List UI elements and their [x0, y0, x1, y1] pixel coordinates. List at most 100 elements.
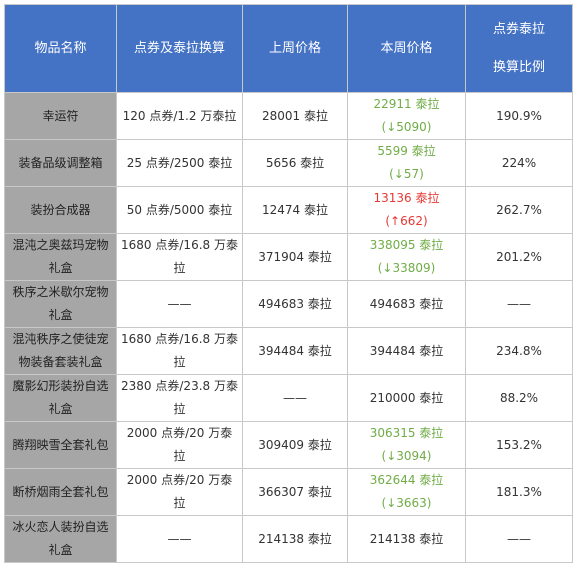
this-week-price: 338095 泰拉: [369, 238, 444, 252]
last-week-price: 5656 泰拉: [265, 155, 325, 170]
table-row: 装扮合成器 50 点券/5000 泰拉 12474 泰拉 13136 泰拉 (↑662)…: [4, 186, 573, 234]
table-row: 幸运符 120 点券/1.2 万泰拉 28001 泰拉 22911 泰拉 (↓5090)…: [4, 92, 573, 140]
exchange-ratio: 181.3%: [496, 484, 542, 499]
last-week-price-cell: 5656 泰拉: [242, 139, 348, 187]
this-week-price-cell: 5599 泰拉 (↓57): [347, 139, 466, 187]
item-name-cell: 秩序之米歇尔宠物 礼盒: [4, 280, 117, 328]
price-change: (↓33809): [377, 261, 436, 275]
price-change: (↓57): [389, 167, 424, 181]
conversion-cell: 50 点券/5000 泰拉: [116, 186, 243, 234]
header-last-week-price: 上周价格: [242, 4, 348, 93]
last-week-price: 12474 泰拉: [262, 202, 328, 217]
this-week-price-cell: 13136 泰拉 (↑662): [347, 186, 466, 234]
exchange-ratio-cell: 88.2%: [465, 374, 573, 422]
last-week-price-cell: 371904 泰拉: [242, 233, 348, 281]
item-name: 冰火恋人装扮自选: [12, 520, 109, 534]
exchange-ratio-cell: 201.2%: [465, 233, 573, 281]
last-week-price-cell: 309409 泰拉: [242, 421, 348, 469]
this-week-price-cell: 306315 泰拉 (↓3094): [347, 421, 466, 469]
this-week-price-cell: 22911 泰拉 (↓5090): [347, 92, 466, 140]
conversion-value: ——: [167, 531, 192, 546]
last-week-price-cell: 494683 泰拉: [242, 280, 348, 328]
item-name: 混沌秩序之使徒宠: [12, 332, 109, 346]
item-name-cont: 礼盒: [48, 402, 73, 416]
conversion-cell: ——: [116, 515, 243, 563]
item-name: 魔影幻形装扮自选: [12, 379, 109, 393]
exchange-ratio: 234.8%: [496, 343, 542, 358]
conversion-value: 1680 点券/16.8 万泰: [121, 332, 238, 346]
conversion-cell: 1680 点券/16.8 万泰拉: [116, 233, 243, 281]
item-name: 装备品级调整箱: [18, 155, 103, 170]
exchange-ratio-cell: 190.9%: [465, 92, 573, 140]
table-row: 腾翔映雪全套礼包 2000 点券/20 万泰拉 309409 泰拉 306315 泰拉…: [4, 421, 573, 469]
this-week-price: 306315 泰拉: [369, 426, 444, 440]
conversion-value: 1680 点券/16.8 万泰: [121, 238, 238, 252]
exchange-ratio-cell: 153.2%: [465, 421, 573, 469]
exchange-ratio-cell: 181.3%: [465, 468, 573, 516]
item-name: 秩序之米歇尔宠物: [12, 285, 109, 299]
conversion-value: 120 点券/1.2 万泰拉: [122, 108, 237, 123]
table-row: 冰火恋人装扮自选 礼盒 —— 214138 泰拉 214138 泰拉 ——: [4, 515, 573, 563]
item-name: 断桥烟雨全套礼包: [12, 484, 109, 499]
item-name-cell: 装扮合成器: [4, 186, 117, 234]
exchange-ratio: 262.7%: [496, 202, 542, 217]
last-week-price-cell: ——: [242, 374, 348, 422]
table-header-row: 物品名称 点券及泰拉换算 上周价格 本周价格 点券泰拉 换算比例: [4, 4, 573, 93]
last-week-price: 371904 泰拉: [258, 249, 332, 264]
conversion-cell: ——: [116, 280, 243, 328]
item-name-cont: 礼盒: [48, 261, 73, 275]
this-week-price: 394484 泰拉: [369, 343, 444, 358]
conversion-value-cont: 拉: [173, 402, 186, 416]
header-item-name: 物品名称: [4, 4, 117, 93]
item-name-cell: 魔影幻形装扮自选 礼盒: [4, 374, 117, 422]
this-week-price-cell: 214138 泰拉: [347, 515, 466, 563]
item-name-cell: 腾翔映雪全套礼包: [4, 421, 117, 469]
item-name: 混沌之奥兹玛宠物: [12, 238, 109, 252]
conversion-value: ——: [167, 296, 192, 311]
this-week-price-cell: 394484 泰拉: [347, 327, 466, 375]
item-name-cell: 混沌之奥兹玛宠物 礼盒: [4, 233, 117, 281]
last-week-price: 366307 泰拉: [258, 484, 332, 499]
conversion-cell: 2380 点券/23.8 万泰拉: [116, 374, 243, 422]
item-name-cont: 物装备套装礼盒: [18, 355, 103, 369]
this-week-price-cell: 338095 泰拉 (↓33809): [347, 233, 466, 281]
exchange-ratio-cell: ——: [465, 515, 573, 563]
last-week-price: 214138 泰拉: [258, 531, 332, 546]
conversion-cell: 120 点券/1.2 万泰拉: [116, 92, 243, 140]
table-row: 装备品级调整箱 25 点券/2500 泰拉 5656 泰拉 5599 泰拉 (↓57) 2…: [4, 139, 573, 187]
table-row: 混沌之奥兹玛宠物 礼盒 1680 点券/16.8 万泰拉 371904 泰拉 33809…: [4, 233, 573, 281]
exchange-ratio: ——: [507, 296, 531, 311]
last-week-price-cell: 366307 泰拉: [242, 468, 348, 516]
table-row: 魔影幻形装扮自选 礼盒 2380 点券/23.8 万泰拉 —— 210000 泰拉 88.…: [4, 374, 573, 422]
item-name-cell: 幸运符: [4, 92, 117, 140]
conversion-value: 25 点券/2500 泰拉: [126, 155, 233, 170]
conversion-value: 2000 点券/20 万泰: [126, 473, 233, 487]
last-week-price: 494683 泰拉: [258, 296, 332, 311]
header-exchange-ratio: 点券泰拉 换算比例: [465, 4, 573, 93]
exchange-ratio-cell: ——: [465, 280, 573, 328]
last-week-price: 309409 泰拉: [258, 437, 332, 452]
item-name: 腾翔映雪全套礼包: [12, 437, 109, 452]
table-row: 秩序之米歇尔宠物 礼盒 —— 494683 泰拉 494683 泰拉 ——: [4, 280, 573, 328]
last-week-price-cell: 12474 泰拉: [242, 186, 348, 234]
conversion-cell: 1680 点券/16.8 万泰拉: [116, 327, 243, 375]
this-week-price-cell: 210000 泰拉: [347, 374, 466, 422]
price-change: (↓3663): [381, 496, 432, 510]
exchange-ratio: 190.9%: [496, 108, 542, 123]
item-name-cell: 断桥烟雨全套礼包: [4, 468, 117, 516]
last-week-price: 394484 泰拉: [258, 343, 332, 358]
item-name-cont: 礼盒: [48, 543, 73, 557]
header-conversion: 点券及泰拉换算: [116, 4, 243, 93]
this-week-price: 13136 泰拉: [373, 191, 440, 205]
price-change: (↓3094): [381, 449, 432, 463]
header-this-week-price: 本周价格: [347, 4, 466, 93]
last-week-price: ——: [283, 390, 307, 405]
conversion-value-cont: 拉: [173, 355, 186, 369]
last-week-price-cell: 214138 泰拉: [242, 515, 348, 563]
this-week-price: 214138 泰拉: [369, 531, 444, 546]
exchange-ratio-cell: 234.8%: [465, 327, 573, 375]
conversion-value: 50 点券/5000 泰拉: [126, 202, 233, 217]
item-name-cell: 混沌秩序之使徒宠 物装备套装礼盒: [4, 327, 117, 375]
this-week-price: 494683 泰拉: [369, 296, 444, 311]
item-name: 幸运符: [42, 108, 79, 123]
